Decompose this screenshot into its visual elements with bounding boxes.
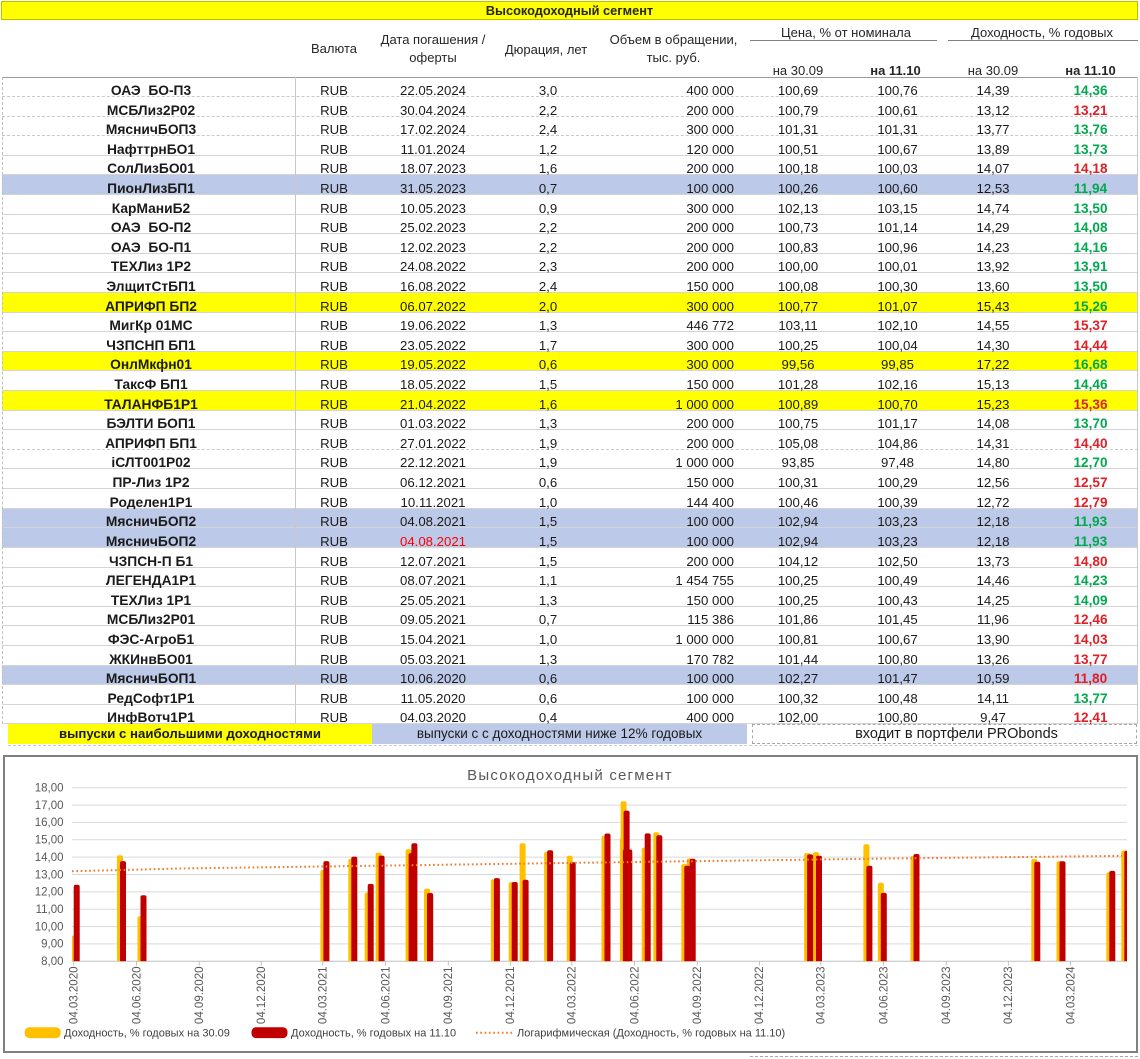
svg-text:04.09.2023: 04.09.2023 (941, 967, 953, 1025)
svg-text:11,00: 11,00 (36, 904, 64, 916)
svg-text:12,00: 12,00 (35, 887, 64, 899)
svg-text:04.06.2023: 04.06.2023 (878, 967, 890, 1025)
svg-text:10,00: 10,00 (35, 921, 64, 933)
svg-text:04.12.2021: 04.12.2021 (505, 967, 517, 1025)
svg-text:04.03.2020: 04.03.2020 (69, 967, 81, 1025)
svg-text:04.06.2020: 04.06.2020 (131, 967, 143, 1025)
svg-text:04.06.2021: 04.06.2021 (380, 967, 392, 1025)
svg-text:13,00: 13,00 (35, 869, 64, 881)
svg-text:04.06.2022: 04.06.2022 (629, 967, 641, 1025)
svg-text:8,00: 8,00 (41, 956, 63, 968)
svg-text:Доходность, % годовых на 30.09: Доходность, % годовых на 30.09 (64, 1027, 230, 1039)
svg-text:04.03.2023: 04.03.2023 (816, 967, 828, 1025)
svg-text:04.12.2023: 04.12.2023 (1003, 967, 1015, 1025)
svg-text:04.03.2024: 04.03.2024 (1065, 966, 1077, 1024)
svg-text:9,00: 9,00 (41, 939, 63, 951)
svg-text:16,00: 16,00 (35, 817, 64, 829)
svg-text:04.03.2021: 04.03.2021 (318, 967, 330, 1025)
svg-text:04.03.2022: 04.03.2022 (567, 967, 579, 1025)
svg-text:04.12.2020: 04.12.2020 (256, 967, 268, 1025)
svg-text:Логарифмическая (Доходность, %: Логарифмическая (Доходность, % годовых н… (517, 1027, 785, 1039)
svg-text:04.09.2022: 04.09.2022 (692, 967, 704, 1025)
svg-text:14,00: 14,00 (35, 852, 64, 864)
svg-text:04.09.2020: 04.09.2020 (194, 967, 206, 1025)
svg-text:04.09.2021: 04.09.2021 (443, 967, 455, 1025)
svg-text:Доходность, % годовых на 11.10: Доходность, % годовых на 11.10 (291, 1027, 456, 1039)
svg-text:18,00: 18,00 (35, 783, 64, 795)
svg-text:04.12.2022: 04.12.2022 (754, 967, 766, 1025)
svg-text:15,00: 15,00 (35, 835, 64, 847)
svg-text:17,00: 17,00 (35, 800, 64, 812)
